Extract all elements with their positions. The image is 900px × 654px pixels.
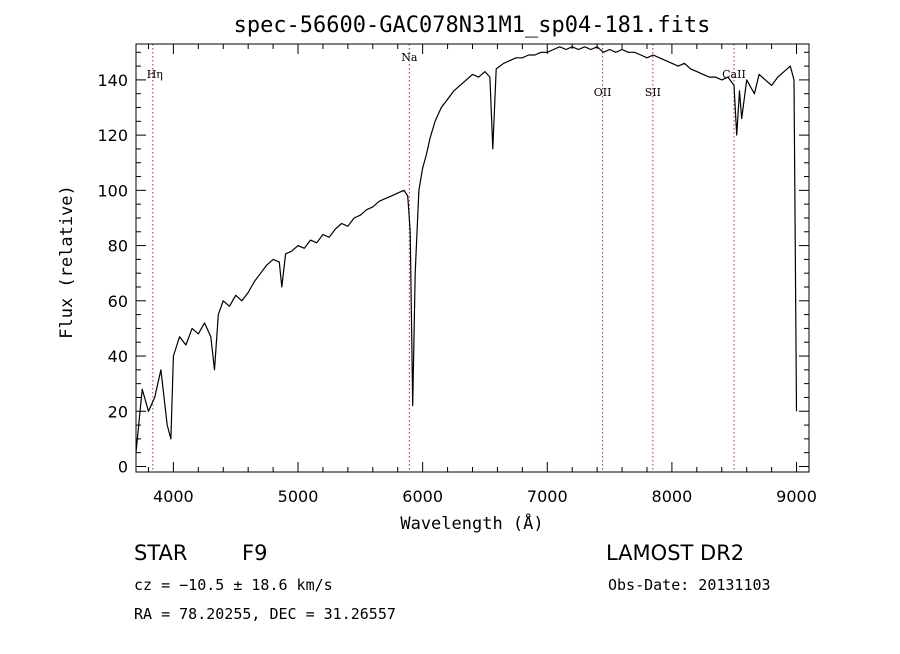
obs-date: Obs-Date: 20131103 [608,576,771,594]
x-tick-label-2: 6000 [402,487,443,506]
series-layer [135,46,798,453]
redshift-cz: cz = −10.5 ± 18.6 km/s [134,576,333,594]
marker-label-1: Na [401,51,418,64]
marker-label-4: CaII [722,68,746,81]
object-subclass: F9 [242,541,267,565]
line-markers: Hη Na OII SII CaII [147,44,746,472]
x-tick-label-3: 7000 [527,487,568,506]
y-tick-label-3: 60 [108,292,128,311]
x-axis: 4000 5000 6000 7000 8000 9000 [147,44,817,506]
y-tick-label-0: 0 [118,457,128,476]
x-axis-label: Wavelength (Å) [400,512,543,534]
y-tick-label-7: 140 [97,71,128,90]
y-axis-label: Flux (relative) [57,185,77,339]
plot-frame [135,43,810,473]
x-tick-label-4: 8000 [652,487,693,506]
y-tick-label-2: 40 [108,347,128,366]
chart-title: spec-56600-GAC078N31M1_sp04-181.fits [234,13,711,38]
marker-label-2: OII [594,86,612,99]
survey-name: LAMOST DR2 [606,541,744,565]
y-tick-label-6: 120 [97,126,128,145]
x-tick-label-1: 5000 [278,487,319,506]
ra-dec: RA = 78.20255, DEC = 31.26557 [134,605,396,623]
y-axis: 0 20 40 60 80 100 120 140 [97,51,809,476]
object-class: STAR [134,541,187,565]
marker-label-3: SII [645,86,661,99]
x-tick-label-5: 9000 [776,487,817,506]
spectrum-series-0 [135,46,798,453]
marker-label-0: Hη [147,68,163,81]
y-tick-label-4: 80 [108,237,128,256]
y-tick-label-1: 20 [108,402,128,421]
x-tick-label-0: 4000 [153,487,194,506]
y-tick-label-5: 100 [97,181,128,200]
